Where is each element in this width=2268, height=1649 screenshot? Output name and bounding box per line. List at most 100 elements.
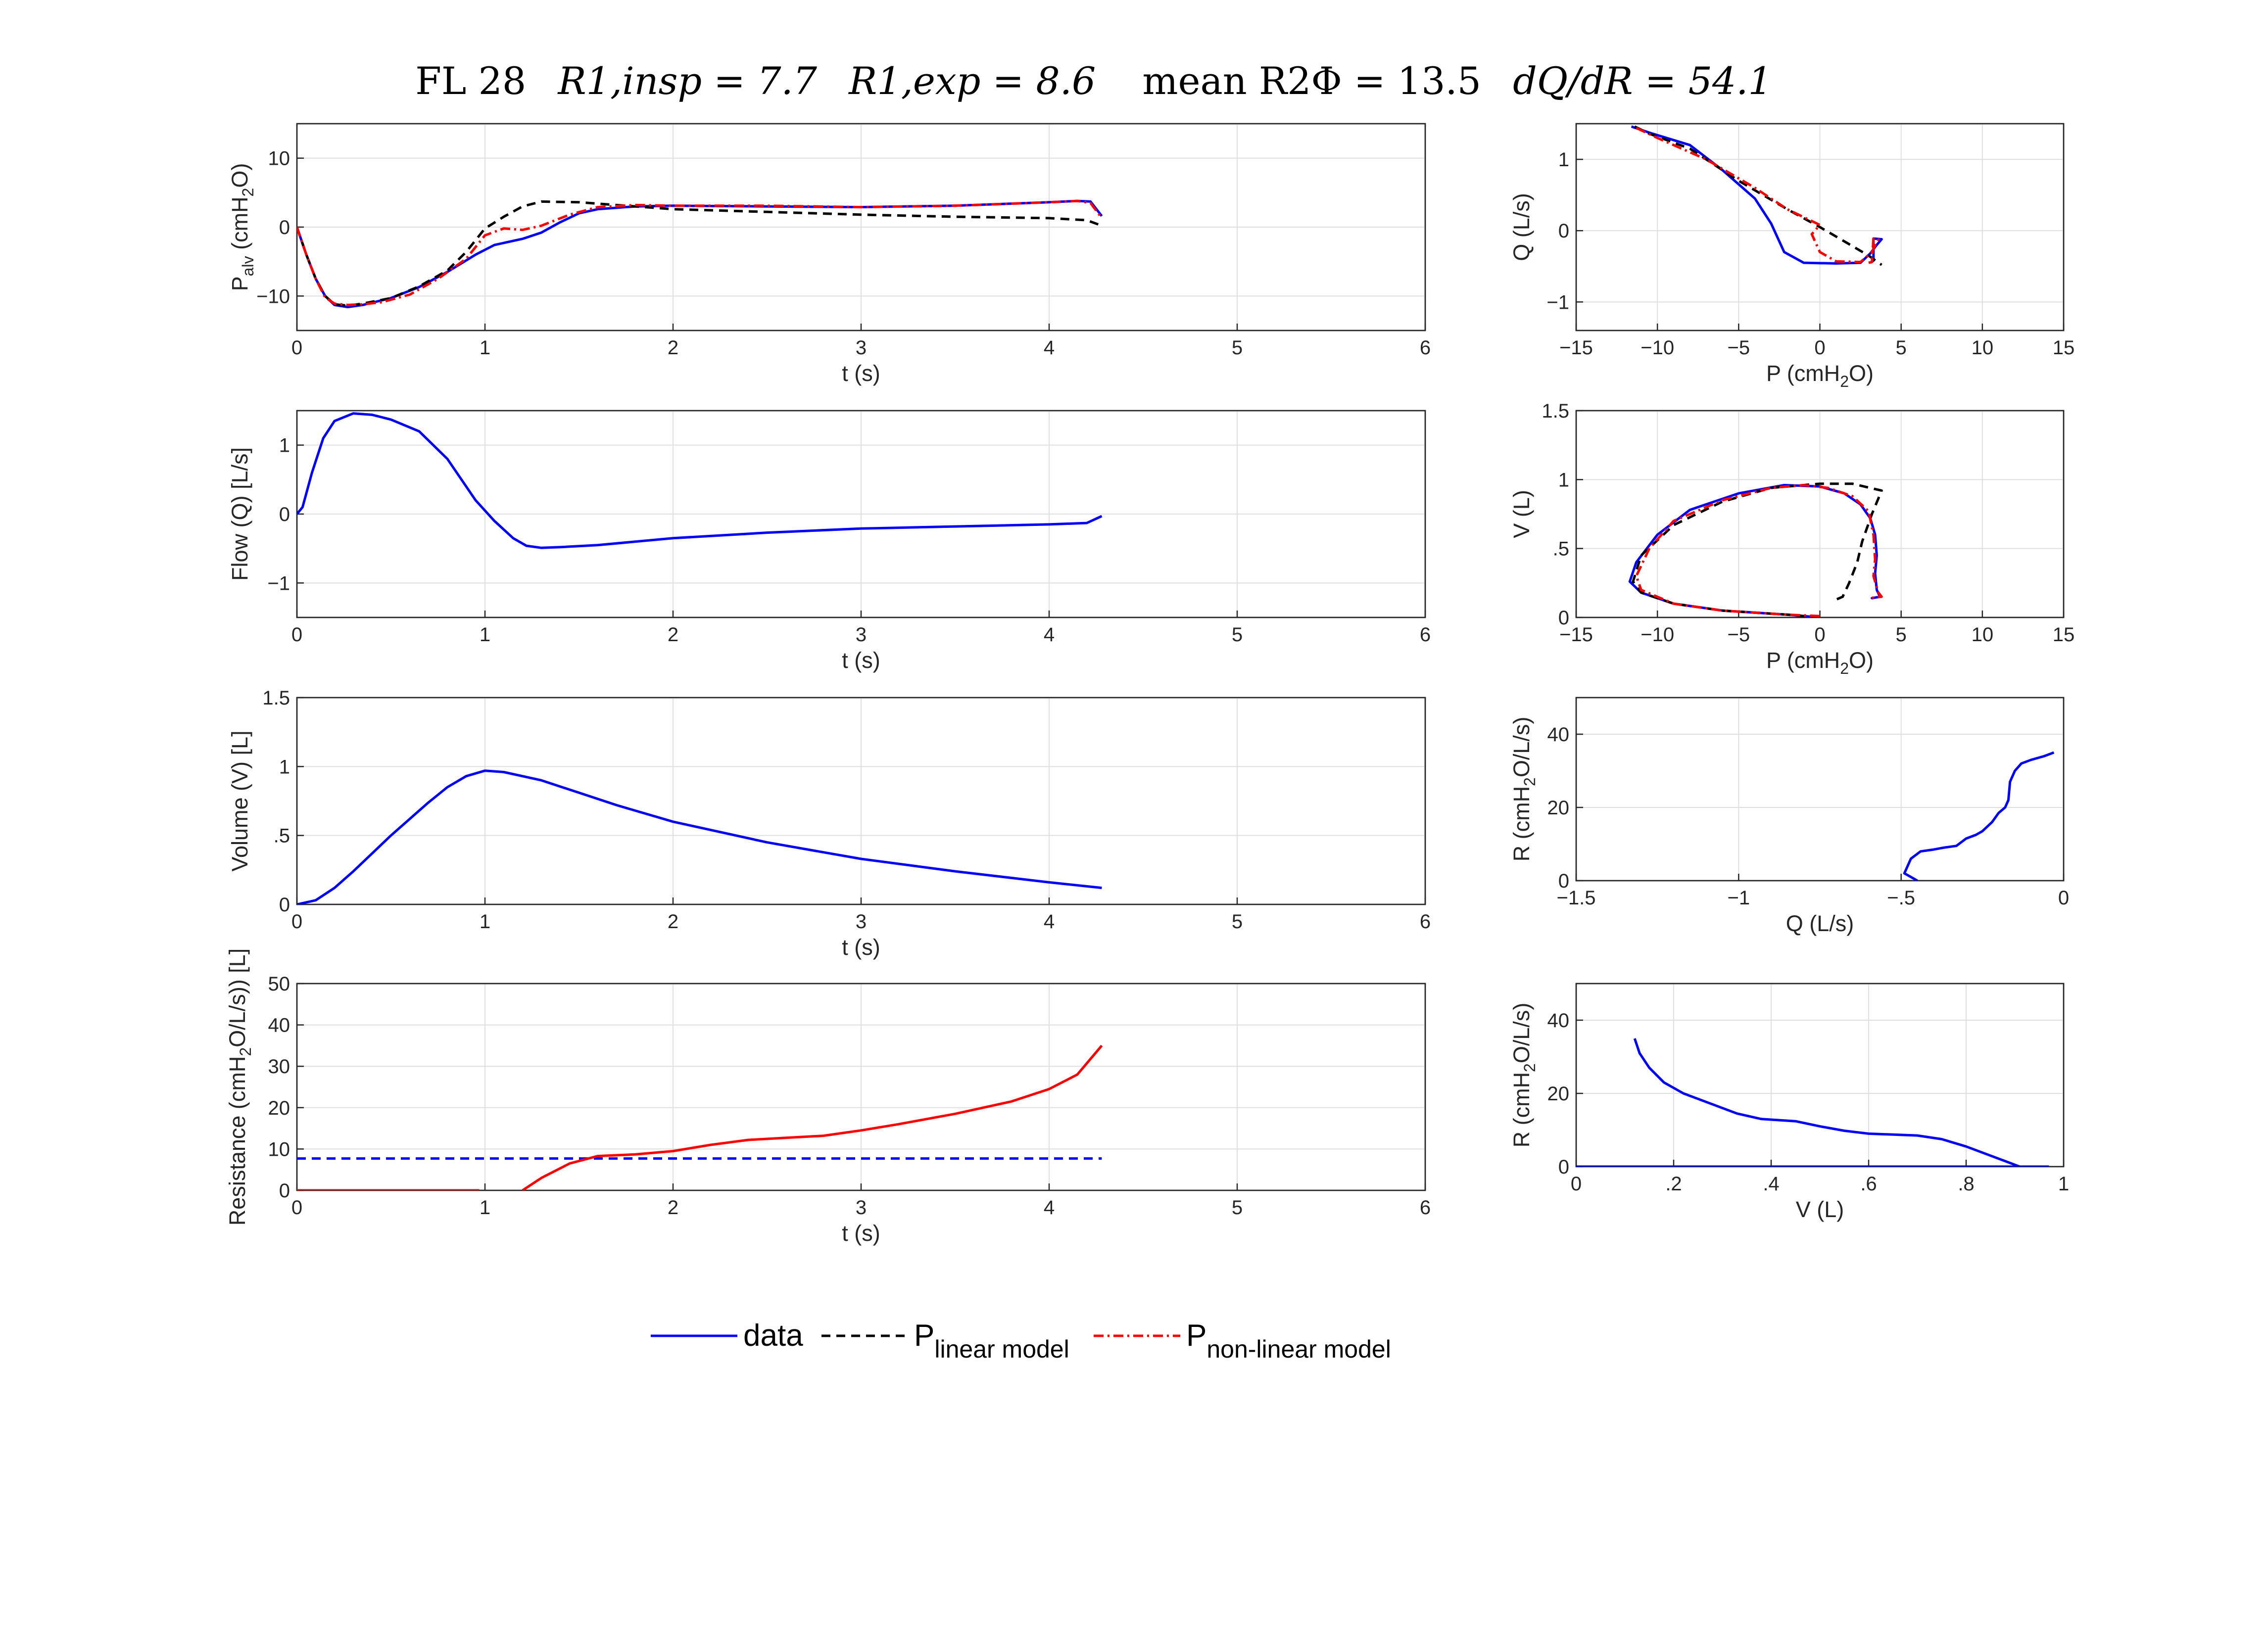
x-tick-label: 1 xyxy=(480,1197,490,1219)
series-line-data xyxy=(297,769,1102,904)
x-tick-label: −10 xyxy=(1641,337,1674,359)
x-tick-label: −.5 xyxy=(1887,887,1915,909)
x-tick-label: 1 xyxy=(2058,1173,2069,1195)
x-tick-label: 5 xyxy=(1232,624,1243,646)
legend-label-nonlinear: Pnon-linear model xyxy=(1186,1319,1391,1363)
x-tick-label: 6 xyxy=(1420,624,1431,646)
y-axis-label: Volume (V) [L] xyxy=(227,730,252,871)
figure-title: FL 28 R1,insp = 7.7 R1,exp = 8.6 mean R2… xyxy=(415,59,1772,103)
y-axis-label: R (cmH2O/L/s) xyxy=(1509,1003,1539,1148)
plot-border xyxy=(296,697,1426,905)
y-tick-label: 40 xyxy=(1547,1010,1570,1032)
x-tick-label: 3 xyxy=(856,911,867,933)
x-tick-label: 10 xyxy=(1972,337,1994,359)
x-tick-label: 3 xyxy=(856,624,867,646)
series-line-nonlinear xyxy=(1635,484,1883,617)
y-tick-label: 10 xyxy=(268,1138,290,1160)
y-tick-label: 10 xyxy=(268,148,290,170)
y-tick-label: −1 xyxy=(1546,291,1569,313)
y-axis-label: Q (L/s) xyxy=(1509,193,1534,261)
y-tick-label: 30 xyxy=(268,1056,290,1078)
x-tick-label: −10 xyxy=(1641,624,1674,646)
x-tick-label: 6 xyxy=(1420,1197,1431,1219)
x-tick-label: −1.5 xyxy=(1557,887,1596,909)
plot-border xyxy=(1575,697,2065,882)
title-dqdr: dQ/dR = 54.1 xyxy=(1513,59,1772,103)
series-line-data xyxy=(297,412,1103,549)
series-line-nonlinear xyxy=(1636,127,1880,264)
x-axis-label: t (s) xyxy=(842,361,880,386)
plot-flow: 0 1 2 3 4 5 6 −1 0 1 t (s) Flow (Q) [L/s] xyxy=(227,410,1431,673)
x-tick-label: 0 xyxy=(291,1197,302,1219)
x-tick-label: 4 xyxy=(1044,624,1055,646)
x-tick-label: −15 xyxy=(1559,337,1593,359)
x-tick-label: 2 xyxy=(668,337,678,359)
plot-area xyxy=(1575,983,2065,1168)
x-tick-label: 3 xyxy=(856,1197,867,1219)
x-tick-label: .8 xyxy=(1958,1173,1974,1195)
legend-label-data: data xyxy=(743,1319,803,1353)
plot-area xyxy=(1575,697,2065,882)
x-axis-label: t (s) xyxy=(842,935,880,960)
title-mean-r2: mean R2Φ = 13.5 xyxy=(1142,59,1481,103)
y-tick-label: 1 xyxy=(279,435,290,457)
x-tick-label: 6 xyxy=(1420,337,1431,359)
title-fl: FL 28 xyxy=(415,59,526,103)
x-tick-label: 4 xyxy=(1044,337,1055,359)
x-tick-label: 3 xyxy=(856,337,867,359)
y-tick-label: 0 xyxy=(1558,870,1569,892)
series-line-linear xyxy=(297,200,1103,307)
y-tick-label: 0 xyxy=(279,894,290,916)
y-tick-label: 0 xyxy=(279,504,290,525)
x-tick-label: 1 xyxy=(480,337,490,359)
x-tick-label: −15 xyxy=(1559,624,1593,646)
legend-label-linear: Plinear model xyxy=(914,1319,1069,1363)
x-axis-label: t (s) xyxy=(842,1221,880,1246)
series-line-data xyxy=(1903,751,2055,881)
series-line-nonlinear_solid xyxy=(522,1044,1103,1190)
x-tick-label: 0 xyxy=(1814,337,1825,359)
x-tick-label: −5 xyxy=(1728,337,1750,359)
plot-palv: 0 1 2 3 4 5 6 −10 0 10 t (s) Palv (cmH2O) xyxy=(227,123,1431,386)
y-tick-label: 20 xyxy=(268,1097,290,1119)
x-tick-label: 4 xyxy=(1044,1197,1055,1219)
x-tick-label: .4 xyxy=(1763,1173,1779,1195)
x-tick-label: 4 xyxy=(1044,911,1055,933)
x-tick-label: 5 xyxy=(1896,337,1907,359)
y-tick-label: 0 xyxy=(1558,607,1569,629)
y-tick-label: 0 xyxy=(279,217,290,238)
y-tick-label: 1.5 xyxy=(1542,400,1569,422)
x-tick-label: 5 xyxy=(1232,911,1243,933)
y-tick-label: 40 xyxy=(1547,724,1570,746)
y-tick-label: 20 xyxy=(1547,797,1570,819)
x-tick-label: −1 xyxy=(1728,887,1750,909)
plot-resistance: 0 1 2 3 4 5 6 0 10 20 30 40 50 t (s) Resistance (cmH2O… xyxy=(225,948,1431,1246)
x-tick-label: 15 xyxy=(2053,624,2075,646)
legend: data Plinear model Pnon-linear model xyxy=(651,1319,1391,1363)
series-line-linear xyxy=(1632,482,1883,617)
plot-border xyxy=(1575,123,2065,331)
y-axis-label: V (L) xyxy=(1509,490,1534,538)
y-axis-label: R (cmH2O/L/s) xyxy=(1509,717,1539,862)
plot-rv: 0 .2 .4 .6 .8 1 0 20 40 V (L) R (cmH2O/L/s) xyxy=(1509,983,2069,1222)
x-tick-label: 2 xyxy=(668,911,678,933)
x-tick-label: 0 xyxy=(1814,624,1825,646)
x-tick-label: 2 xyxy=(668,624,678,646)
x-tick-label: 0 xyxy=(291,911,302,933)
y-axis-label: Flow (Q) [L/s] xyxy=(227,447,252,581)
y-tick-label: 20 xyxy=(1547,1083,1570,1105)
y-tick-label: .5 xyxy=(274,825,290,847)
y-tick-label: 1 xyxy=(1558,469,1569,491)
x-tick-label: 5 xyxy=(1232,1197,1243,1219)
series-line-linear xyxy=(1634,125,1882,266)
x-tick-label: 15 xyxy=(2053,337,2075,359)
x-tick-label: 0 xyxy=(1571,1173,1582,1195)
x-tick-label: .6 xyxy=(1860,1173,1877,1195)
title-r1-exp: R1,exp = 8.6 xyxy=(848,59,1096,103)
y-tick-label: 0 xyxy=(279,1180,290,1202)
plot-rq: −1.5 −1 −.5 0 0 20 40 Q (L/s) R (cmH2O/L/s) xyxy=(1509,697,2069,936)
x-tick-label: 0 xyxy=(291,624,302,646)
x-axis-label: P (cmH2O) xyxy=(1766,648,1874,677)
y-tick-label: 0 xyxy=(1558,220,1569,242)
